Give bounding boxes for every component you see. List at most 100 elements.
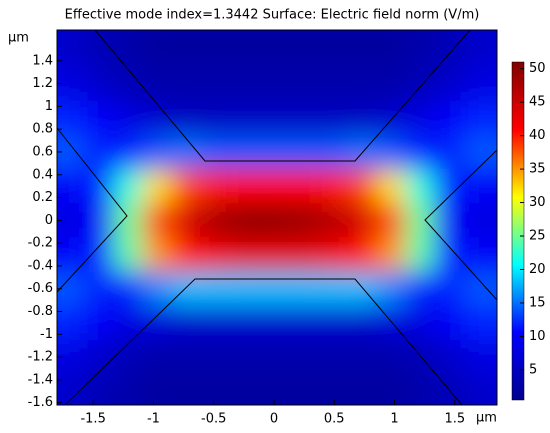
y-tick-label: -0.2 <box>28 236 53 251</box>
field-cell <box>259 66 289 102</box>
field-cell <box>259 237 289 273</box>
field-cell <box>288 203 319 238</box>
field-cell <box>405 66 436 102</box>
colorbar-tick-label: 35 <box>529 162 546 177</box>
field-cell <box>464 134 497 170</box>
field-cell <box>229 100 261 136</box>
field-cell <box>464 66 497 102</box>
field-cell <box>259 100 289 136</box>
field-cell <box>288 66 319 102</box>
field-cell <box>288 271 319 307</box>
field-cell <box>434 169 465 204</box>
field-cell <box>347 305 377 341</box>
field-cell <box>142 271 173 307</box>
field-cell <box>376 374 406 405</box>
field-cell <box>113 100 144 136</box>
y-tick-label: 1.4 <box>32 53 53 68</box>
field-cell <box>376 169 406 204</box>
field-cell <box>229 169 261 204</box>
field-cell <box>347 169 377 204</box>
field-cell <box>464 30 497 67</box>
field-cell <box>405 100 436 136</box>
colorbar-tick-label: 30 <box>529 195 546 210</box>
field-cell <box>83 237 114 273</box>
field-cell <box>229 134 261 170</box>
field-cell <box>347 271 377 307</box>
colorbar-tick-label: 25 <box>529 229 546 244</box>
field-cell <box>288 237 319 273</box>
colorbar-tick-label: 10 <box>529 329 546 344</box>
y-tick-label: -0.6 <box>28 281 53 296</box>
field-cell <box>259 305 289 341</box>
field-cell <box>317 237 349 273</box>
field-cell <box>434 100 465 136</box>
field-cell <box>200 340 231 375</box>
field-cell <box>405 169 436 204</box>
colorbar-tick-label: 50 <box>529 61 546 76</box>
field-cell <box>288 305 319 341</box>
y-tick-label: 0 <box>45 213 53 228</box>
field-cell <box>142 66 173 102</box>
field-cell <box>434 30 465 67</box>
x-tick-label: 0 <box>270 412 278 427</box>
field-cell <box>171 169 201 204</box>
field-cell <box>347 100 377 136</box>
field-cell <box>288 100 319 136</box>
field-cell <box>464 271 497 307</box>
field-cell <box>464 374 497 405</box>
field-cell <box>434 271 465 307</box>
y-tick-label: -1.2 <box>28 350 53 365</box>
field-cell <box>317 30 349 67</box>
field-cell <box>200 203 231 238</box>
field-cell <box>142 30 173 67</box>
field-cell <box>142 374 173 405</box>
field-cell <box>83 100 114 136</box>
field-cell <box>171 30 201 67</box>
field-cell <box>376 203 406 238</box>
field-cell <box>405 134 436 170</box>
field-cell <box>405 237 436 273</box>
field-cell <box>113 374 144 405</box>
field-cell <box>317 169 349 204</box>
field-cell <box>405 271 436 307</box>
field-cell <box>171 305 201 341</box>
field-cell <box>142 237 173 273</box>
field-cell <box>376 30 406 67</box>
field-cell <box>113 66 144 102</box>
field-cell <box>376 100 406 136</box>
field-cell <box>434 340 465 375</box>
field-cell <box>317 305 349 341</box>
field-cell <box>259 340 289 375</box>
field-cell <box>376 305 406 341</box>
field-cell <box>347 237 377 273</box>
field-cell <box>83 66 114 102</box>
field-cell <box>288 374 319 405</box>
field-cell <box>434 305 465 341</box>
field-cell <box>405 374 436 405</box>
field-cell <box>434 134 465 170</box>
field-cell <box>317 203 349 238</box>
field-cell <box>229 340 261 375</box>
field-cell <box>142 305 173 341</box>
field-cell <box>464 100 497 136</box>
field-cell <box>259 203 289 238</box>
field-cell <box>229 66 261 102</box>
field-cell <box>434 203 465 238</box>
colorbar-tick-label: 20 <box>529 262 546 277</box>
field-cell <box>171 134 201 170</box>
field-cell <box>83 203 114 238</box>
field-cell <box>229 203 261 238</box>
field-cell <box>229 271 261 307</box>
field-cell <box>434 237 465 273</box>
field-cell <box>113 271 144 307</box>
field-cell <box>113 340 144 375</box>
field-cell <box>405 340 436 375</box>
field-cell <box>317 271 349 307</box>
field-cell <box>200 100 231 136</box>
x-tick-label: -0.5 <box>201 412 226 427</box>
field-cell <box>113 169 144 204</box>
y-tick-label: -1 <box>40 327 53 342</box>
field-cell <box>347 340 377 375</box>
y-tick-label: -1.6 <box>28 395 53 410</box>
field-cell <box>347 203 377 238</box>
